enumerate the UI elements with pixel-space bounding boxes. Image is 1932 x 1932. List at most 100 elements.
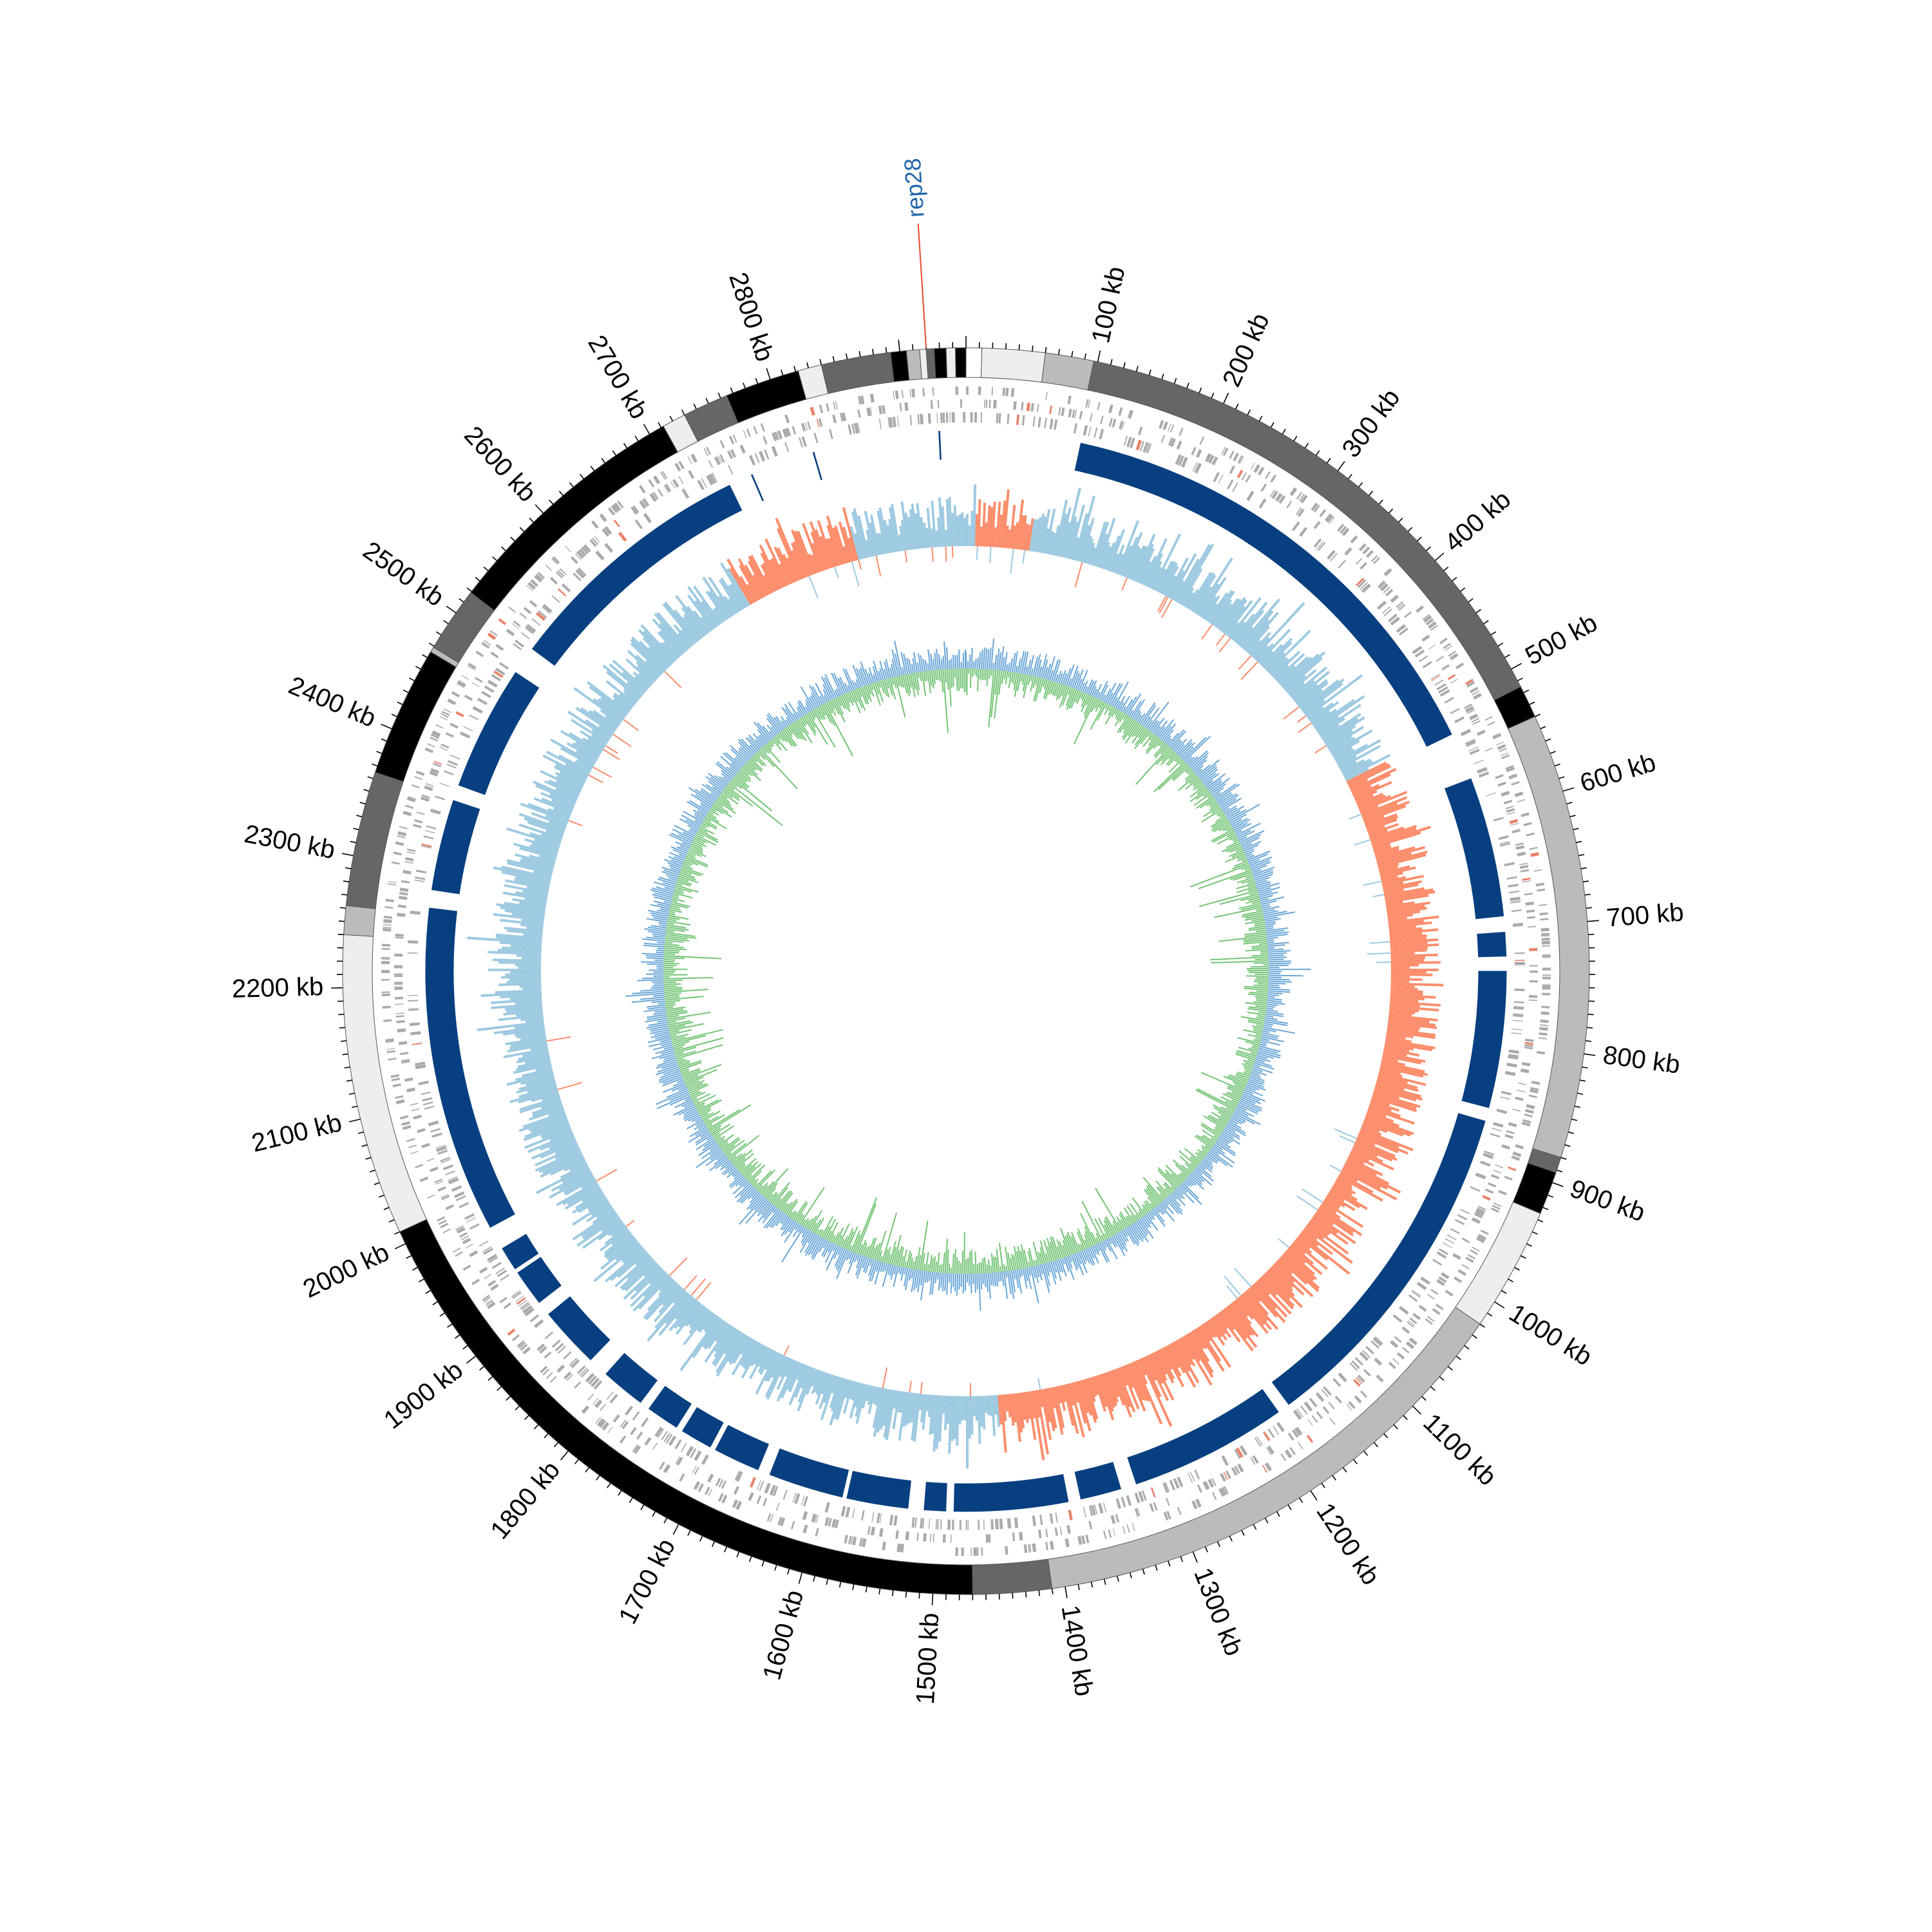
gc-deviation-spike: [1161, 749, 1173, 762]
skew-positive-bar: [916, 503, 923, 549]
gc-content-spike: [716, 1153, 726, 1161]
skew-negative-bar: [1360, 805, 1379, 815]
skew-positive-bar: [1294, 683, 1318, 704]
minor-tick: [1475, 609, 1481, 614]
gc-content-spike: [1091, 686, 1097, 696]
gene-feature: [385, 1038, 394, 1043]
minor-tick: [1417, 536, 1422, 542]
gene-feature: [407, 848, 416, 853]
skew-positive-bar: [517, 1059, 551, 1068]
gc-content-spike: [1266, 1005, 1275, 1008]
skew-positive-bar: [550, 1157, 585, 1176]
skew-negative-bar: [1135, 1359, 1148, 1385]
gene-feature: [457, 683, 465, 688]
skew-negative-bar: [762, 562, 779, 591]
gene-feature: [983, 399, 985, 408]
tick-label: 800 kb: [1602, 1041, 1682, 1079]
gc-deviation-spike: [1081, 693, 1088, 707]
gc-content-spike: [1236, 1106, 1255, 1117]
gc-deviation-spike: [925, 1251, 929, 1271]
gc-content-spike: [753, 1197, 766, 1211]
gc-deviation-spike: [887, 1254, 891, 1264]
gc-content-spike: [647, 926, 667, 931]
skew-positive-bar: [656, 612, 690, 650]
skew-positive-bar: [869, 515, 881, 556]
gene-feature: [440, 713, 449, 718]
gene-feature: [1378, 580, 1386, 589]
major-tick: [1310, 1490, 1318, 1501]
gc-content-spike: [1109, 1236, 1117, 1248]
gene-feature: [1083, 1507, 1086, 1517]
gc-deviation-spike: [913, 1256, 918, 1270]
gc-content-spike: [954, 655, 956, 669]
gc-content-spike: [903, 654, 909, 674]
gc-content-spike: [1245, 1086, 1256, 1092]
gene-feature: [692, 1465, 697, 1473]
skew-positive-bar: [1065, 516, 1077, 558]
gene-feature: [749, 455, 756, 466]
skew-positive-bar: [660, 641, 678, 661]
gc-deviation-spike: [663, 954, 722, 960]
skew-positive-bar: [764, 1352, 781, 1382]
gc-deviation-spike: [676, 882, 683, 886]
skew-positive-bar: [605, 1235, 635, 1260]
gc-deviation-spike: [663, 987, 683, 990]
gene-feature: [531, 618, 541, 626]
skew-negative-bar: [1202, 1323, 1215, 1338]
skew-negative-bar: [1151, 1352, 1168, 1381]
gc-content-spike: [1023, 651, 1029, 674]
gc-content-spike: [694, 812, 705, 820]
gc-content-spike: [784, 1222, 799, 1243]
gc-deviation-spike: [1184, 767, 1191, 773]
gene-feature: [867, 1526, 871, 1535]
gc-content-spike: [1241, 837, 1260, 847]
skew-positive-bar: [673, 624, 694, 647]
skew-negative-bar: [1379, 866, 1416, 877]
skew-negative-bar: [1365, 1115, 1414, 1135]
gc-deviation-spike: [712, 804, 732, 818]
gc-deviation-spike: [1236, 876, 1255, 884]
gene-feature: [932, 387, 934, 396]
gc-content-spike: [1116, 1233, 1128, 1252]
gene-feature: [412, 1043, 422, 1046]
gc-content-spike: [1264, 916, 1278, 920]
gc-deviation-spike: [1137, 727, 1146, 738]
gc-content-spike: [1265, 1017, 1278, 1021]
gc-content-spike: [786, 717, 792, 724]
gc-deviation-spike: [1222, 1093, 1240, 1103]
gc-deviation-spike: [694, 836, 708, 844]
gc-deviation-spike: [717, 798, 734, 811]
skew-negative-bar: [1259, 1277, 1278, 1296]
minor-tick: [1332, 1475, 1336, 1481]
skew-positive-bar: [771, 1354, 784, 1378]
region-block: [1443, 777, 1505, 920]
skew-negative-bar: [1316, 1209, 1354, 1236]
gene-feature: [764, 449, 770, 460]
minor-tick: [1554, 763, 1560, 767]
gene-feature: [498, 662, 509, 670]
gc-content-spike: [685, 819, 700, 828]
gc-deviation-spike: [1030, 676, 1033, 682]
skew-spike: [612, 734, 632, 747]
gene-feature: [402, 869, 412, 875]
skew-positive-bar: [876, 510, 887, 554]
gc-content-spike: [710, 777, 726, 789]
gc-deviation-spike: [1226, 827, 1233, 832]
skew-positive-bar: [1297, 681, 1329, 707]
gene-feature: [1126, 436, 1132, 448]
gc-deviation-spike: [1201, 1144, 1210, 1152]
skew-negative-bar: [842, 545, 850, 564]
gene-feature: [1501, 1090, 1512, 1095]
gc-content-spike: [929, 1271, 932, 1282]
gene-feature: [383, 1019, 392, 1022]
gc-content-spike: [1186, 756, 1195, 765]
skew-positive-bar: [506, 1007, 543, 1013]
gc-content-spike: [702, 1141, 716, 1151]
gene-feature: [993, 400, 997, 409]
gc-deviation-spike: [1062, 1244, 1068, 1257]
skew-negative-bar: [1002, 489, 1010, 548]
skew-positive-bar: [647, 1280, 676, 1311]
major-tick: [381, 723, 392, 730]
gene-feature: [406, 1138, 415, 1142]
gene-feature: [1511, 1032, 1522, 1035]
